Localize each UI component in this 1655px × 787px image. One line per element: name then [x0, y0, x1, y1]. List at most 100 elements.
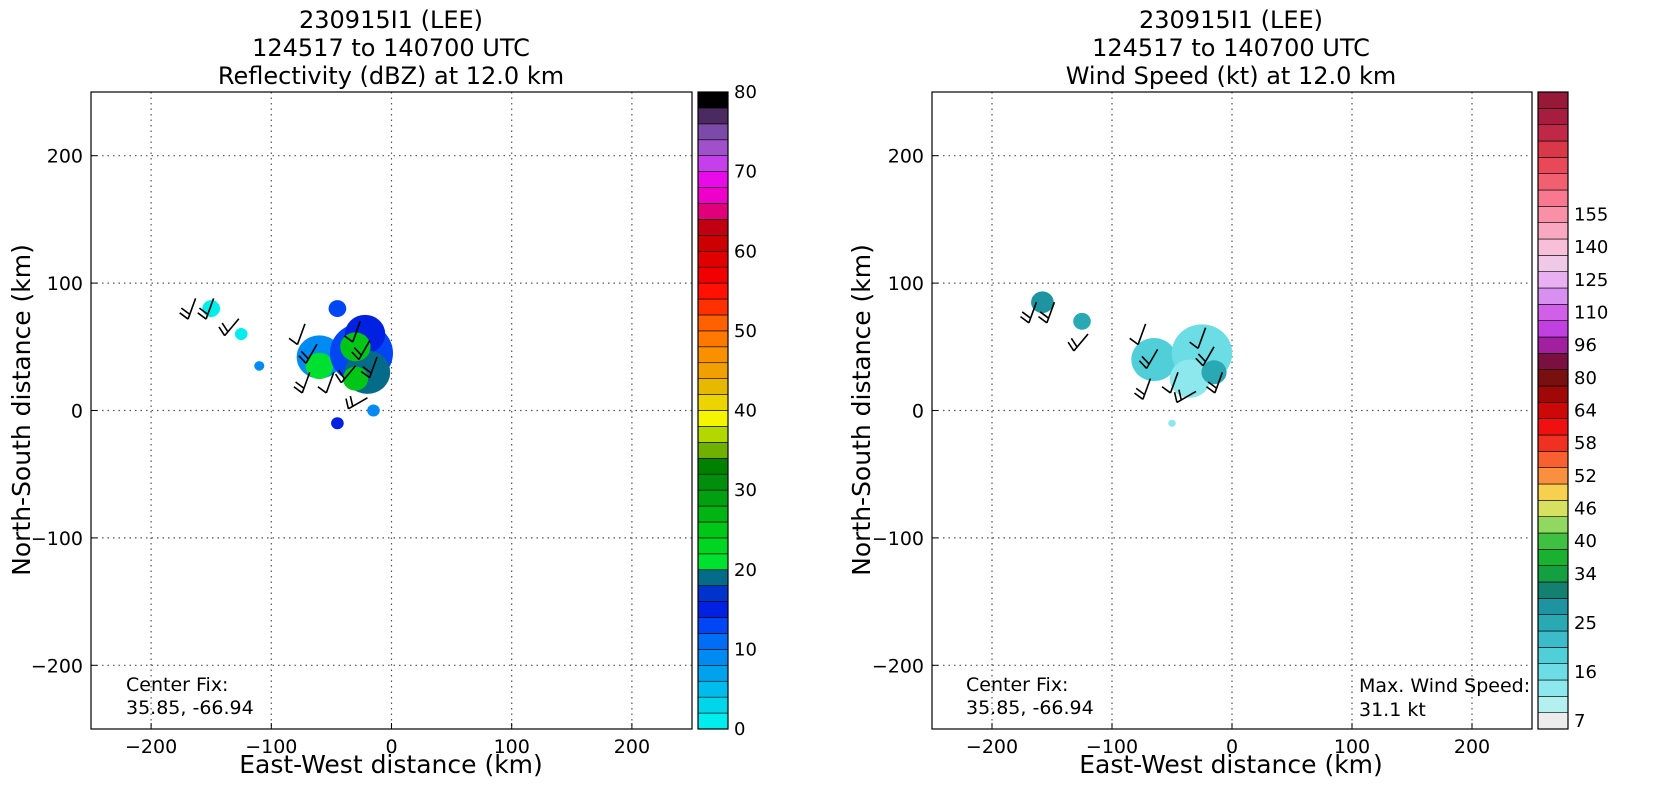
y-tick-label: 200 — [47, 146, 83, 168]
colorbar-segment — [1537, 369, 1569, 387]
x-tick-label: 0 — [385, 736, 397, 758]
colorbar-segment — [697, 235, 729, 252]
y-tick-label: 0 — [912, 401, 924, 423]
data-cell — [254, 361, 265, 371]
reflectivity-field — [202, 300, 394, 430]
wind-barb — [1161, 372, 1179, 394]
max-wind-label: Max. Wind Speed: — [1359, 675, 1530, 697]
colorbar-segment — [1537, 434, 1569, 452]
colorbar-segment — [1537, 124, 1569, 142]
x-tick-label: −200 — [966, 736, 1018, 758]
colorbar-segment — [1537, 91, 1569, 109]
colorbar-tick-label: 96 — [1574, 335, 1597, 356]
title-line-1: 230915I1 (LEE) — [1139, 6, 1323, 34]
x-tick-label: 0 — [1226, 736, 1238, 758]
colorbar-tick-label: 110 — [1574, 303, 1608, 324]
y-tick-label: −200 — [872, 655, 924, 677]
colorbar-segment — [1537, 581, 1569, 599]
colorbar-tick-label: 25 — [1574, 613, 1597, 634]
colorbar-segment — [697, 664, 729, 682]
plot-frame — [931, 91, 1533, 730]
colorbar-segment — [697, 314, 729, 332]
colorbar-segment — [697, 633, 729, 650]
colorbar-segment — [1537, 451, 1569, 468]
grid-lines — [91, 92, 692, 729]
data-cell — [331, 417, 344, 430]
title-line-1: 230915I1 (LEE) — [299, 6, 483, 34]
colorbar-segment — [697, 712, 729, 730]
data-cell — [340, 332, 371, 362]
colorbar-segment — [697, 107, 729, 125]
colorbar-segment — [697, 298, 729, 316]
colorbar-segment — [697, 203, 729, 220]
wind-barb — [1195, 346, 1215, 367]
colorbar-segment — [697, 266, 729, 284]
colorbar-segment — [1537, 255, 1569, 272]
colorbar-segment — [697, 155, 729, 172]
wind-barb — [179, 298, 197, 320]
colorbar-segment — [697, 378, 729, 395]
title-line-2: 124517 to 140700 UTC — [1092, 34, 1370, 62]
colorbar-tick-label: 34 — [1574, 564, 1597, 585]
colorbar-segment — [697, 410, 729, 427]
colorbar-segment — [1537, 630, 1569, 648]
wind-barbs — [1020, 301, 1224, 404]
colorbar-segment — [697, 649, 729, 666]
y-axis-label: North-South distance (km) — [847, 244, 876, 576]
colorbar-segment — [697, 250, 729, 268]
colorbar-tick-label: 0 — [734, 719, 745, 740]
colorbar-segment — [1537, 304, 1569, 321]
y-tick-labels: −200 −100 0 100 200 — [31, 146, 97, 677]
title-line-3: Reflectivity (dBZ) at 12.0 km — [218, 62, 564, 90]
wind-barbs — [179, 298, 378, 410]
colorbar-segment — [1537, 500, 1569, 517]
title-line-2: 124517 to 140700 UTC — [252, 34, 530, 62]
colorbar-segment — [1537, 663, 1569, 681]
colorbar-segment — [697, 426, 729, 443]
colorbar-segment — [1537, 467, 1569, 485]
colorbar-tick-label: 10 — [734, 639, 757, 660]
wind-speed-panel: 230915I1 (LEE) 124517 to 140700 UTC Wind… — [847, 6, 1608, 779]
colorbar-tick-label: 40 — [734, 401, 757, 422]
max-wind-value: 31.1 kt — [1359, 699, 1426, 721]
colorbar-segment — [697, 91, 729, 109]
colorbar-segment — [697, 171, 729, 188]
data-cell — [328, 300, 347, 317]
colorbar-segment — [697, 139, 729, 156]
colorbar-tick-label: 50 — [734, 321, 757, 342]
colorbar-segment — [1537, 238, 1569, 256]
y-tick-label: 200 — [888, 146, 924, 168]
wind-barb — [197, 298, 215, 320]
x-tick-label: −100 — [1086, 736, 1138, 758]
colorbar-segment — [697, 346, 729, 364]
colorbar-segment — [1537, 679, 1569, 697]
colorbar-segment — [1537, 385, 1569, 403]
colorbar-segment — [1537, 402, 1569, 419]
colorbar-segment — [697, 696, 729, 714]
colorbar-segment — [697, 330, 729, 348]
colorbar-segment — [697, 362, 729, 379]
colorbar-frame — [697, 91, 729, 730]
colorbar-segment — [1537, 336, 1569, 354]
reflectivity-panel: 230915I1 (LEE) 124517 to 140700 UTC Refl… — [7, 6, 757, 779]
y-tick-label: −100 — [31, 528, 83, 550]
colorbar-segment — [1537, 598, 1569, 615]
colorbar-tick-label: 64 — [1574, 401, 1597, 422]
center-fix-label: Center Fix: — [126, 674, 228, 696]
colorbar-tick-label: 60 — [734, 241, 757, 262]
colorbar-tick-label: 20 — [734, 560, 757, 581]
center-fix-value: 35.85, -66.94 — [966, 697, 1094, 719]
x-tick-label: −200 — [125, 736, 177, 758]
data-cell — [1031, 291, 1054, 314]
colorbar-segment — [697, 187, 729, 204]
x-tick-label: 200 — [1454, 736, 1490, 758]
colorbar-tick-label: 52 — [1574, 466, 1597, 487]
y-tick-label: −200 — [31, 655, 83, 677]
colorbar-segment — [1537, 418, 1569, 436]
colorbar-segment — [1537, 173, 1569, 191]
wind-barb — [317, 372, 335, 394]
colorbar-segment — [1537, 222, 1569, 240]
colorbar-tick-label: 30 — [734, 480, 757, 501]
x-tick-label: 100 — [494, 736, 530, 758]
colorbar-segment — [697, 585, 729, 602]
